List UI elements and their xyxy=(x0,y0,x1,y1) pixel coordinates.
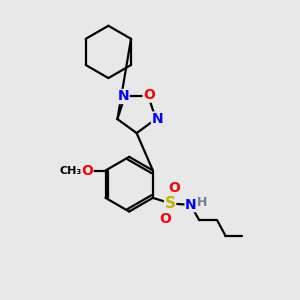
Text: CH₃: CH₃ xyxy=(60,166,82,176)
Text: O: O xyxy=(143,88,155,102)
Text: N: N xyxy=(117,89,129,103)
Text: O: O xyxy=(169,181,181,195)
Text: O: O xyxy=(160,212,172,226)
Text: O: O xyxy=(81,164,93,178)
Text: N: N xyxy=(152,112,163,126)
Text: N: N xyxy=(185,198,197,212)
Text: S: S xyxy=(165,196,176,211)
Text: H: H xyxy=(197,196,207,209)
